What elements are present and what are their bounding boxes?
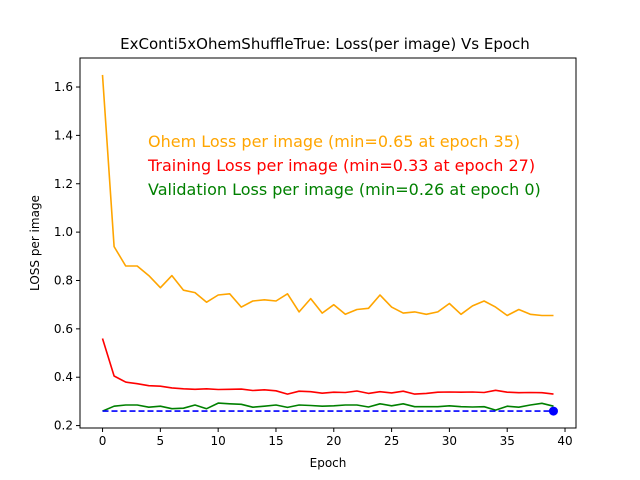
series-layer: [101, 74, 558, 416]
chart-title: ExConti5xOhemShuffleTrue: Loss(per image…: [120, 35, 530, 53]
x-tick-label: 0: [99, 434, 107, 448]
x-tick-label: 5: [157, 434, 165, 448]
x-tick-label: 25: [384, 434, 399, 448]
validation-min-marker: [548, 406, 558, 416]
ohem-annotation: Ohem Loss per image (min=0.65 at epoch 3…: [148, 132, 520, 151]
training-annotation: Training Loss per image (min=0.33 at epo…: [147, 156, 535, 175]
y-tick-label: 1.2: [54, 177, 73, 191]
ticks-layer: 0 5 10 15 20 25 30 35 40 0.2 0.4 0.6 0.8 1.0 1.2 1.4 1.6: [54, 80, 573, 448]
y-tick-label: 0.6: [54, 322, 73, 336]
x-tick-label: 15: [268, 434, 283, 448]
y-tick-label: 1.4: [54, 128, 73, 142]
x-axis-title: Epoch: [310, 456, 347, 470]
x-tick-label: 35: [500, 434, 515, 448]
ohem-loss-line: [101, 74, 554, 317]
y-tick-label: 1.6: [54, 80, 73, 94]
y-tick-label: 0.2: [54, 419, 73, 433]
training-loss-line: [101, 338, 554, 395]
x-tick-label: 30: [442, 434, 457, 448]
validation-annotation: Validation Loss per image (min=0.26 at e…: [148, 180, 541, 199]
y-tick-label: 1.0: [54, 225, 73, 239]
y-tick-label: 0.8: [54, 273, 73, 287]
x-tick-label: 40: [557, 434, 572, 448]
y-tick-label: 0.4: [54, 370, 73, 384]
validation-loss-line: [102, 402, 554, 412]
x-tick-label: 20: [326, 434, 341, 448]
y-axis-title: LOSS per image: [28, 195, 42, 291]
annotation-layer: Ohem Loss per image (min=0.65 at epoch 3…: [147, 132, 541, 199]
x-tick-label: 10: [211, 434, 226, 448]
plot-frame: [79, 57, 577, 429]
